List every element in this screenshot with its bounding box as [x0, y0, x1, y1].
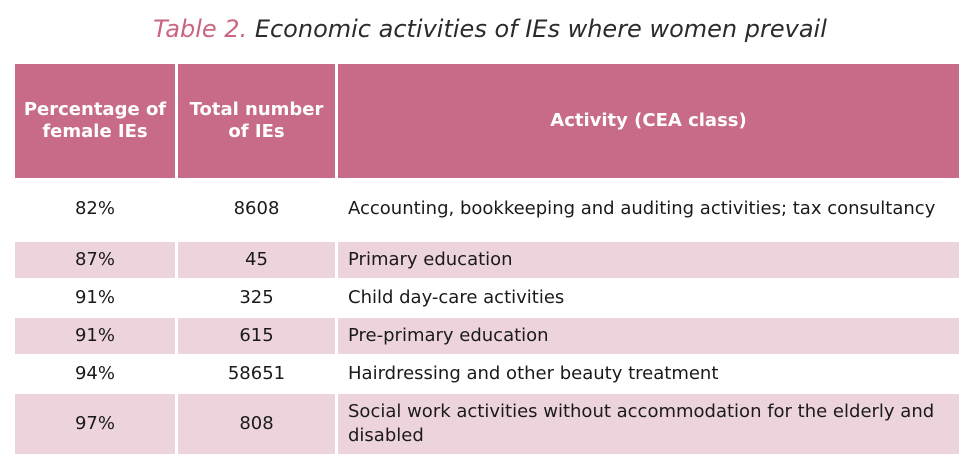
- economic-activities-table: Percentage of female IEs Total number of…: [15, 64, 959, 454]
- table-caption: Table 2. Economic activities of IEs wher…: [0, 14, 980, 44]
- cell-activity: Child day-care activities: [335, 278, 959, 316]
- cell-activity: Primary education: [335, 240, 959, 278]
- cell-total: 615: [175, 316, 335, 354]
- table-row: 91% 615 Pre-primary education: [15, 316, 959, 354]
- cell-percentage: 91%: [15, 278, 175, 316]
- table-row: 82% 8608 Accounting, bookkeeping and aud…: [15, 178, 959, 240]
- cell-total: 808: [175, 392, 335, 454]
- cell-activity: Pre-primary education: [335, 316, 959, 354]
- header-activity: Activity (CEA class): [335, 64, 959, 178]
- table-row: 91% 325 Child day-care activities: [15, 278, 959, 316]
- header-percentage: Percentage of female IEs: [15, 64, 175, 178]
- cell-percentage: 87%: [15, 240, 175, 278]
- cell-total: 45: [175, 240, 335, 278]
- cell-total: 8608: [175, 178, 335, 240]
- table-row: 87% 45 Primary education: [15, 240, 959, 278]
- cell-percentage: 82%: [15, 178, 175, 240]
- header-total: Total number of IEs: [175, 64, 335, 178]
- cell-percentage: 91%: [15, 316, 175, 354]
- caption-number: Table 2.: [153, 15, 248, 43]
- cell-total: 325: [175, 278, 335, 316]
- cell-total: 58651: [175, 354, 335, 392]
- caption-text: Economic activities of IEs where women p…: [254, 15, 827, 43]
- cell-percentage: 94%: [15, 354, 175, 392]
- cell-activity: Social work activities without accommoda…: [335, 392, 959, 454]
- table-row: 94% 58651 Hairdressing and other beauty …: [15, 354, 959, 392]
- table-row: 97% 808 Social work activities without a…: [15, 392, 959, 454]
- header-row: Percentage of female IEs Total number of…: [15, 64, 959, 178]
- cell-activity: Hairdressing and other beauty treatment: [335, 354, 959, 392]
- cell-percentage: 97%: [15, 392, 175, 454]
- cell-activity: Accounting, bookkeeping and auditing act…: [335, 178, 959, 240]
